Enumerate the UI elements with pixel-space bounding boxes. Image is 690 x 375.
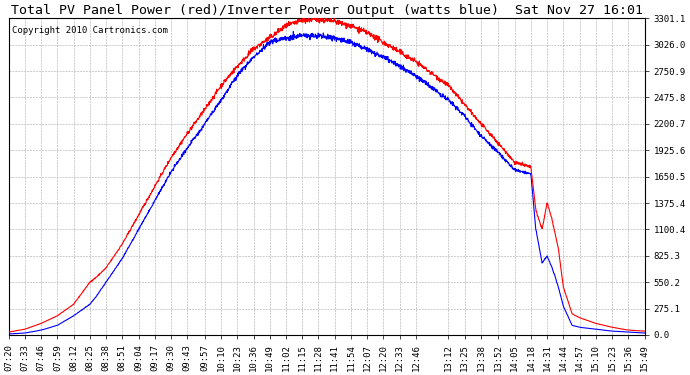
Text: Copyright 2010 Cartronics.com: Copyright 2010 Cartronics.com [12,26,168,35]
Title: Total PV Panel Power (red)/Inverter Power Output (watts blue)  Sat Nov 27 16:01: Total PV Panel Power (red)/Inverter Powe… [10,4,642,17]
